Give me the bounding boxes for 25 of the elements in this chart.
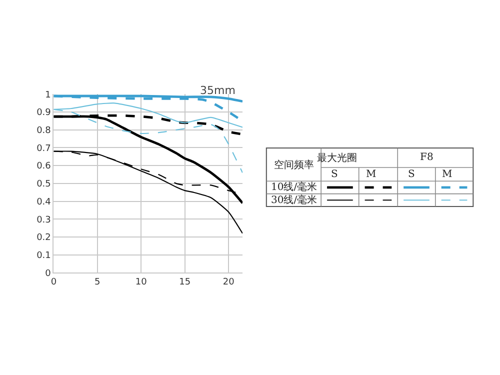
- text: 空间频率: [274, 159, 314, 171]
- x-tick-label: 20: [222, 277, 235, 288]
- x-tick-label: 10: [135, 277, 148, 288]
- y-tick-label: 0.5: [36, 180, 51, 190]
- y-tick-label: 0.9: [36, 108, 52, 118]
- text: 10线/毫米: [271, 181, 318, 193]
- y-tick-label: 0.1: [36, 250, 51, 261]
- y-tick-label: 0.3: [36, 215, 51, 226]
- x-tick-label: 15: [179, 277, 191, 288]
- x-tick-label: 5: [94, 277, 100, 288]
- y-tick-label: 0.7: [36, 144, 51, 154]
- y-tick-label: 0.4: [36, 197, 52, 208]
- text: F8: [420, 152, 434, 163]
- text: M: [366, 169, 376, 180]
- y-tick-label: 1: [45, 90, 51, 100]
- text: M: [442, 169, 452, 180]
- text: 最大光圈: [317, 152, 357, 164]
- y-tick-label: 0.6: [36, 162, 52, 172]
- y-tick-label: 0.2: [36, 233, 51, 244]
- y-tick-label: 0: [45, 268, 52, 279]
- y-tick-label: 0.8: [36, 126, 52, 136]
- text: 30线/毫米: [271, 194, 318, 206]
- text: S: [408, 169, 415, 180]
- text: S: [331, 169, 338, 180]
- annotation: 35mm: [200, 84, 236, 97]
